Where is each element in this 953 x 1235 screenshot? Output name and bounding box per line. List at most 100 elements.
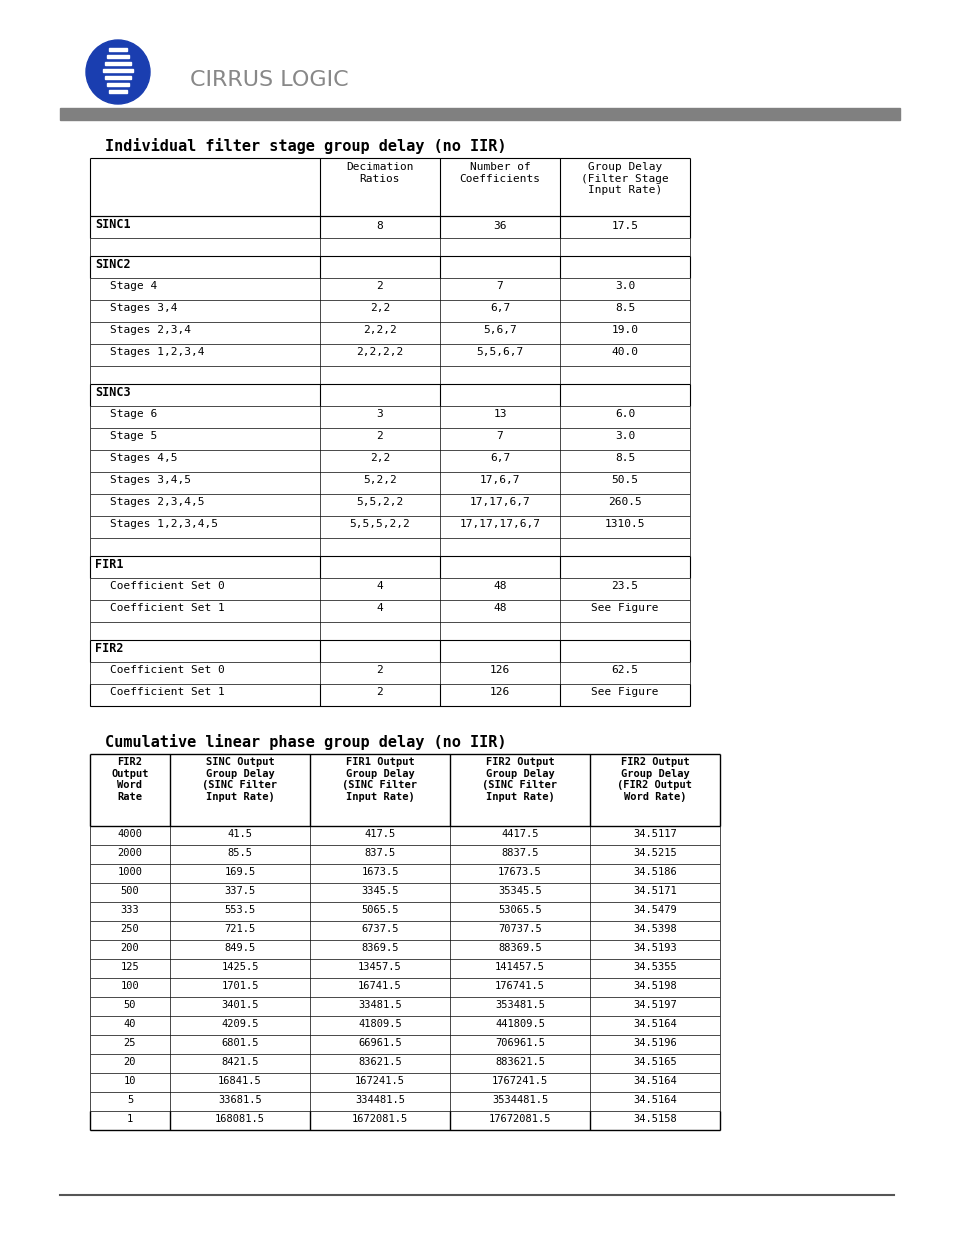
Text: SINC2: SINC2: [95, 258, 131, 270]
Text: 5,5,2,2: 5,5,2,2: [356, 496, 403, 508]
Text: CIRRUS LOGIC: CIRRUS LOGIC: [190, 70, 348, 90]
Text: 34.5193: 34.5193: [633, 944, 677, 953]
Bar: [109, 90, 127, 93]
Text: 20: 20: [124, 1057, 136, 1067]
Text: 250: 250: [120, 924, 139, 934]
Text: Stage 5: Stage 5: [110, 431, 157, 441]
Bar: [107, 56, 129, 58]
Text: SINC Output
Group Delay
(SINC Filter
Input Rate): SINC Output Group Delay (SINC Filter Inp…: [202, 757, 277, 802]
Text: 1672081.5: 1672081.5: [352, 1114, 408, 1124]
Bar: [107, 83, 129, 86]
Text: FIR1 Output
Group Delay
(SINC Filter
Input Rate): FIR1 Output Group Delay (SINC Filter Inp…: [342, 757, 417, 802]
Text: 48: 48: [493, 580, 506, 592]
Text: 2,2,2,2: 2,2,2,2: [356, 347, 403, 357]
Text: FIR2 Output
Group Delay
(SINC Filter
Input Rate): FIR2 Output Group Delay (SINC Filter Inp…: [482, 757, 557, 802]
Text: Stages 3,4,5: Stages 3,4,5: [110, 475, 191, 485]
Bar: [105, 77, 131, 79]
Text: 8837.5: 8837.5: [500, 848, 538, 858]
Text: 417.5: 417.5: [364, 829, 395, 839]
Text: 34.5196: 34.5196: [633, 1037, 677, 1049]
Text: 36: 36: [493, 221, 506, 231]
Text: 6801.5: 6801.5: [221, 1037, 258, 1049]
Text: 1000: 1000: [117, 867, 142, 877]
Text: 883621.5: 883621.5: [495, 1057, 544, 1067]
Text: 34.5164: 34.5164: [633, 1095, 677, 1105]
Text: 2000: 2000: [117, 848, 142, 858]
Text: 34.5117: 34.5117: [633, 829, 677, 839]
Text: 3.0: 3.0: [615, 431, 635, 441]
Text: 849.5: 849.5: [224, 944, 255, 953]
Circle shape: [86, 40, 150, 104]
Text: 16741.5: 16741.5: [357, 981, 401, 990]
Text: 25: 25: [124, 1037, 136, 1049]
Text: 4209.5: 4209.5: [221, 1019, 258, 1029]
Text: FIR1: FIR1: [95, 558, 123, 571]
Text: 8: 8: [376, 221, 383, 231]
Text: 7: 7: [497, 431, 503, 441]
Text: 17.5: 17.5: [611, 221, 638, 231]
Text: 50: 50: [124, 1000, 136, 1010]
Text: Stage 6: Stage 6: [110, 409, 157, 419]
Text: 260.5: 260.5: [607, 496, 641, 508]
Text: 167241.5: 167241.5: [355, 1076, 405, 1086]
Text: 50.5: 50.5: [611, 475, 638, 485]
Text: 35345.5: 35345.5: [497, 885, 541, 897]
Text: 6,7: 6,7: [489, 453, 510, 463]
Text: 40.0: 40.0: [611, 347, 638, 357]
Text: Coefficient Set 1: Coefficient Set 1: [110, 603, 225, 613]
Text: Stages 2,3,4,5: Stages 2,3,4,5: [110, 496, 204, 508]
Text: 10: 10: [124, 1076, 136, 1086]
Text: 83621.5: 83621.5: [357, 1057, 401, 1067]
Text: 48: 48: [493, 603, 506, 613]
Text: 2,2: 2,2: [370, 453, 390, 463]
Text: 141457.5: 141457.5: [495, 962, 544, 972]
Text: 200: 200: [120, 944, 139, 953]
Text: 1: 1: [127, 1114, 133, 1124]
Text: Decimation
Ratios: Decimation Ratios: [346, 162, 414, 184]
Text: 8.5: 8.5: [615, 303, 635, 312]
Text: 5,6,7: 5,6,7: [482, 325, 517, 335]
Text: 3.0: 3.0: [615, 282, 635, 291]
Text: See Figure: See Figure: [591, 603, 659, 613]
Text: 34.5198: 34.5198: [633, 981, 677, 990]
Text: 3345.5: 3345.5: [361, 885, 398, 897]
Text: Stages 3,4: Stages 3,4: [110, 303, 177, 312]
Text: 17,17,17,6,7: 17,17,17,6,7: [459, 519, 540, 529]
Text: 34.5164: 34.5164: [633, 1019, 677, 1029]
Text: 34.5215: 34.5215: [633, 848, 677, 858]
Text: 17,17,6,7: 17,17,6,7: [469, 496, 530, 508]
Text: 41.5: 41.5: [227, 829, 253, 839]
Text: 34.5479: 34.5479: [633, 905, 677, 915]
Text: 40: 40: [124, 1019, 136, 1029]
Text: 19.0: 19.0: [611, 325, 638, 335]
Text: 1673.5: 1673.5: [361, 867, 398, 877]
Text: 88369.5: 88369.5: [497, 944, 541, 953]
Text: 706961.5: 706961.5: [495, 1037, 544, 1049]
Text: 126: 126: [489, 687, 510, 697]
Text: FIR2
Output
Word
Rate: FIR2 Output Word Rate: [112, 757, 149, 802]
Text: Stages 1,2,3,4,5: Stages 1,2,3,4,5: [110, 519, 218, 529]
Bar: [60, 107, 899, 120]
Text: Number of
Coefficients: Number of Coefficients: [459, 162, 540, 184]
Text: 2: 2: [376, 282, 383, 291]
Text: 721.5: 721.5: [224, 924, 255, 934]
Text: 126: 126: [489, 664, 510, 676]
Text: Coefficient Set 1: Coefficient Set 1: [110, 687, 225, 697]
Text: 837.5: 837.5: [364, 848, 395, 858]
Text: 23.5: 23.5: [611, 580, 638, 592]
Text: 85.5: 85.5: [227, 848, 253, 858]
Text: 34.5186: 34.5186: [633, 867, 677, 877]
Text: 2: 2: [376, 664, 383, 676]
Text: 334481.5: 334481.5: [355, 1095, 405, 1105]
Text: FIR2 Output
Group Delay
(FIR2 Output
Word Rate): FIR2 Output Group Delay (FIR2 Output Wor…: [617, 757, 692, 802]
Text: 13457.5: 13457.5: [357, 962, 401, 972]
Text: Stages 1,2,3,4: Stages 1,2,3,4: [110, 347, 204, 357]
Text: Stages 4,5: Stages 4,5: [110, 453, 177, 463]
Bar: [109, 48, 127, 51]
Text: 3401.5: 3401.5: [221, 1000, 258, 1010]
Text: 62.5: 62.5: [611, 664, 638, 676]
Text: 5,5,5,2,2: 5,5,5,2,2: [349, 519, 410, 529]
Text: 168081.5: 168081.5: [214, 1114, 265, 1124]
Text: 3534481.5: 3534481.5: [492, 1095, 548, 1105]
Text: 34.5158: 34.5158: [633, 1114, 677, 1124]
